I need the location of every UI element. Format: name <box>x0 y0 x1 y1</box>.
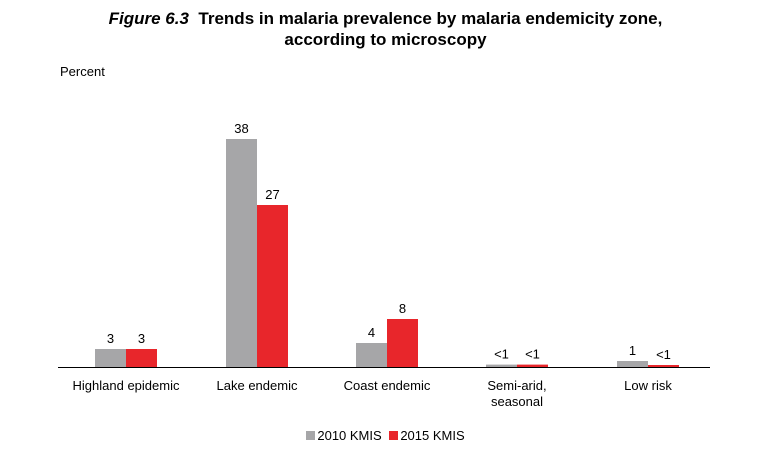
bar-2015-4 <box>648 365 679 367</box>
legend-swatch-2015 <box>389 431 399 440</box>
data-label-2015-3: <1 <box>525 347 540 362</box>
bar-2010-2 <box>356 343 387 367</box>
x-tick-label-3-line1: seasonal <box>491 394 543 409</box>
x-tick-label-0: Highland epidemic <box>73 378 180 393</box>
bar-2010-4 <box>617 361 648 367</box>
title-line-1: Trends in malaria prevalence by malaria … <box>198 9 663 28</box>
data-label-2015-0: 3 <box>138 331 145 346</box>
figure-number: Figure 6.3 <box>108 9 189 28</box>
data-label-2015-1: 27 <box>265 187 279 202</box>
bar-2010-0 <box>95 349 126 367</box>
y-axis-label: Percent <box>60 64 105 79</box>
data-label-2010-0: 3 <box>107 331 114 346</box>
bar-2010-3 <box>486 364 517 367</box>
bar-2015-3 <box>517 364 548 367</box>
chart-title: Figure 6.3 Trends in malaria prevalence … <box>0 8 771 50</box>
legend: 2010 KMIS 2015 KMIS <box>0 428 771 443</box>
data-label-2015-4: <1 <box>656 347 671 362</box>
legend-swatch-2010 <box>306 431 316 440</box>
data-label-2010-2: 4 <box>368 325 375 340</box>
data-label-2010-4: 1 <box>629 343 636 358</box>
data-label-2010-1: 38 <box>234 121 248 136</box>
legend-item-2010: 2010 KMIS <box>306 428 382 443</box>
x-tick-label-4: Low risk <box>624 378 672 393</box>
x-tick-label-3-line0: Semi-arid, <box>487 378 546 393</box>
bar-2010-1 <box>226 139 257 367</box>
data-label-2010-3: <1 <box>494 347 509 362</box>
legend-label-2015: 2015 KMIS <box>400 428 465 443</box>
legend-label-2010: 2010 KMIS <box>317 428 382 443</box>
legend-item-2015: 2015 KMIS <box>389 428 465 443</box>
data-label-2015-2: 8 <box>399 301 406 316</box>
x-tick-label-2: Coast endemic <box>344 378 431 393</box>
bar-2015-1 <box>257 205 288 367</box>
bar-2015-0 <box>126 349 157 367</box>
bar-2015-2 <box>387 319 418 367</box>
title-line-2: according to microscopy <box>284 30 487 49</box>
x-tick-label-1: Lake endemic <box>217 378 298 393</box>
